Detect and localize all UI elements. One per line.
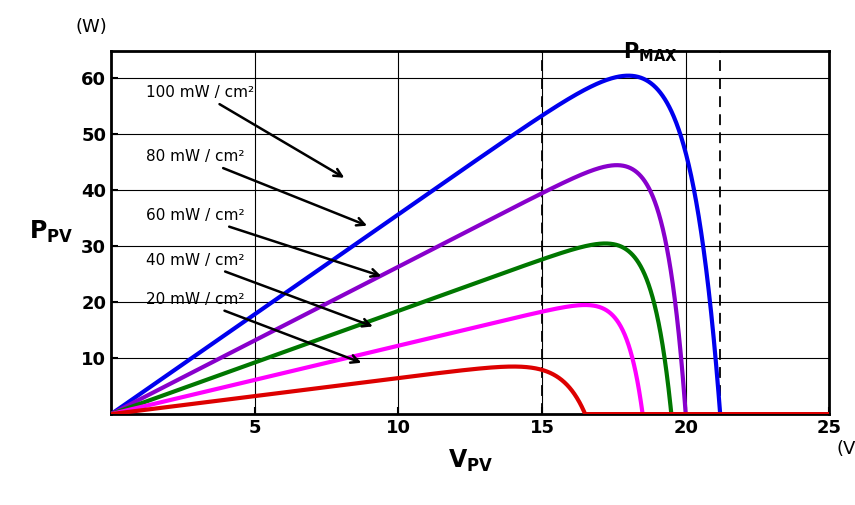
Y-axis label: $\mathbf{P_{PV}}$: $\mathbf{P_{PV}}$ (28, 219, 73, 245)
Text: 40 mW / cm²: 40 mW / cm² (145, 253, 370, 326)
Text: 80 mW / cm²: 80 mW / cm² (145, 149, 364, 225)
X-axis label: $\mathbf{V_{PV}}$: $\mathbf{V_{PV}}$ (447, 448, 493, 474)
Text: $\mathbf{P_{MAX}}$: $\mathbf{P_{MAX}}$ (622, 41, 677, 65)
Text: 20 mW / cm²: 20 mW / cm² (145, 292, 359, 363)
Text: (W): (W) (76, 18, 108, 36)
Text: 60 mW / cm²: 60 mW / cm² (145, 208, 379, 277)
Text: 100 mW / cm²: 100 mW / cm² (145, 85, 342, 176)
Text: (V): (V) (836, 439, 855, 458)
